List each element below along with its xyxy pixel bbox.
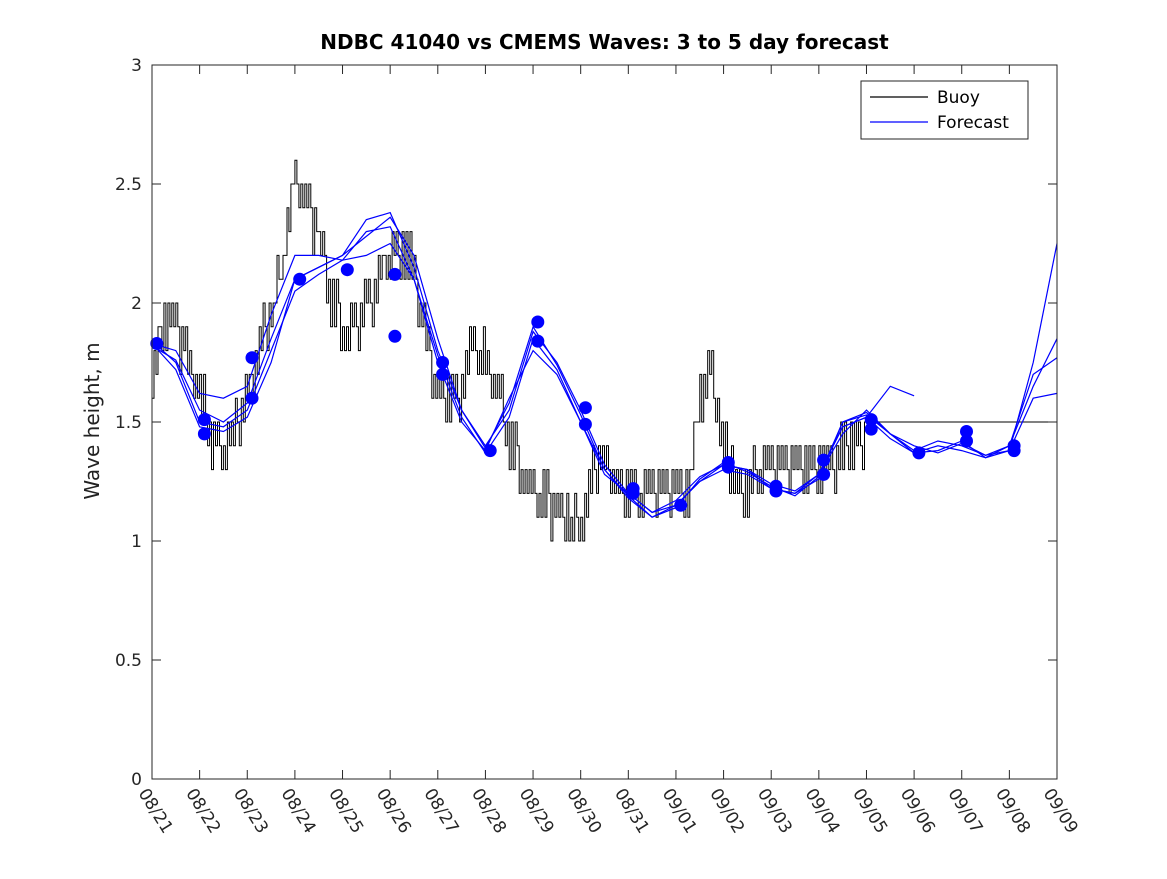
x-tick-label: 09/09: [1039, 785, 1082, 837]
legend-box: [860, 80, 1029, 140]
forecast-marker: [817, 453, 831, 467]
y-tick-label: 0: [131, 770, 142, 790]
buoy-series-line: [152, 159, 1058, 542]
x-tick-label: 08/28: [467, 785, 510, 837]
x-tick-label: 08/22: [181, 785, 224, 837]
forecast-marker: [388, 329, 402, 343]
forecast-marker: [864, 413, 878, 427]
forecast-marker: [578, 417, 592, 431]
legend: Buoy Forecast: [860, 80, 1029, 140]
forecast-marker: [531, 315, 545, 329]
x-tick-label: 08/31: [610, 785, 653, 837]
forecast-marker: [769, 484, 783, 498]
forecast-series-line-1: [151, 242, 1058, 514]
forecast-marker: [436, 356, 450, 369]
forecast-marker: [817, 467, 831, 481]
y-tick-label: 2.5: [115, 175, 142, 195]
x-tick-label: 08/27: [420, 785, 463, 837]
forecast-marker: [626, 486, 640, 500]
chart-title: NDBC 41040 vs CMEMS Waves: 3 to 5 day fo…: [320, 30, 889, 54]
forecast-marker: [531, 334, 545, 348]
legend-label-forecast: Forecast: [937, 113, 1009, 133]
y-tick-label: 1: [131, 532, 142, 552]
y-tick-label: 2: [131, 294, 142, 314]
forecast-marker: [150, 337, 164, 350]
forecast-marker: [245, 351, 259, 365]
forecast-marker: [721, 460, 735, 474]
x-tick-label: 09/05: [848, 785, 891, 837]
forecast-marker: [388, 267, 402, 281]
y-tick-label: 0.5: [115, 651, 142, 671]
x-tick-label: 09/04: [801, 785, 844, 837]
x-tick-label: 08/30: [562, 785, 605, 837]
forecast-marker: [245, 391, 259, 405]
forecast-marker: [1007, 444, 1021, 458]
forecast-marker: [293, 272, 307, 286]
forecast-marker: [912, 446, 926, 460]
y-tick-label: 3: [131, 56, 142, 76]
forecast-marker: [674, 498, 688, 512]
x-tick-label: 09/01: [658, 785, 701, 837]
forecast-marker: [483, 444, 497, 458]
forecast-marker: [197, 427, 211, 441]
x-tick-label: 08/24: [277, 785, 320, 837]
x-tick-label: 09/06: [896, 785, 939, 837]
forecast-marker: [864, 422, 878, 436]
y-tick-label: 1.5: [115, 413, 142, 433]
x-tick-label: 08/29: [515, 785, 558, 837]
x-tick-label: 09/02: [705, 785, 748, 837]
y-axis-label: Wave height, m: [80, 342, 104, 500]
x-tick-label: 08/25: [324, 785, 367, 837]
forecast-marker: [578, 401, 592, 415]
x-tick-label: 08/21: [134, 785, 177, 837]
forecast-marker: [340, 263, 354, 277]
legend-label-buoy: Buoy: [937, 88, 980, 108]
x-tick-label: 09/07: [943, 785, 986, 837]
forecast-marker: [960, 425, 973, 438]
x-tick-label: 09/03: [753, 785, 796, 837]
series-layer: [151, 159, 1058, 542]
x-tick-label: 09/08: [991, 785, 1034, 837]
forecast-marker: [197, 413, 211, 427]
x-tick-label: 08/23: [229, 785, 272, 837]
forecast-marker: [436, 367, 450, 381]
x-tick-label: 08/26: [372, 785, 415, 837]
forecast-marker: [960, 434, 973, 448]
forecast-series-line-4: [151, 216, 1058, 518]
forecast-markers: [150, 263, 1021, 512]
